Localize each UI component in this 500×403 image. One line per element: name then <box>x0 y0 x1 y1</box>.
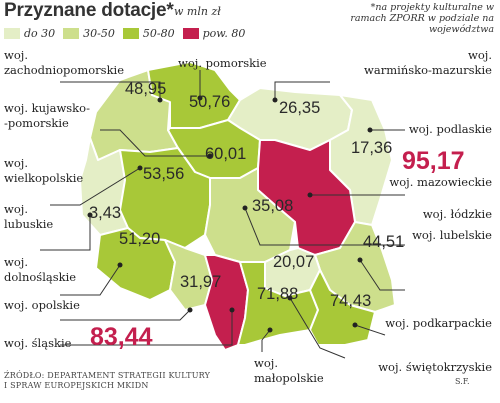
legend-swatch <box>122 28 139 39</box>
legend-swatch <box>63 28 80 39</box>
capital-dot-opolskie <box>187 307 193 313</box>
label-line: woj. <box>4 202 28 216</box>
legend-item-pow-80: pow. 80 <box>182 27 246 40</box>
unit-label: w mln zł <box>174 5 221 18</box>
label-swietokrzyskie: woj. świętokrzyskie <box>378 360 492 374</box>
value-zachodniopomorskie: 48,95 <box>125 80 167 98</box>
label-line: woj. <box>4 48 28 62</box>
label-line: woj. <box>4 156 28 170</box>
value-opolskie: 31,97 <box>180 273 222 291</box>
capital-dot-wielkopolskie <box>137 165 143 171</box>
capital-dot-malopolskie <box>267 327 273 333</box>
value-podkarpackie: 74,43 <box>330 292 372 310</box>
source-line: ŹRÓDŁO: DEPARTAMENT STRATEGII KULTURY <box>4 371 211 380</box>
legend-swatch <box>4 28 20 39</box>
label-podkarpackie: woj. podkarpackie <box>385 316 492 330</box>
label-wielkopolskie: woj. wielkopolskie <box>4 156 83 186</box>
label-mazowieckie: woj. mazowieckie <box>389 175 492 189</box>
capital-dot-pomorskie <box>197 95 203 101</box>
label-podlaskie: woj. podlaskie <box>408 122 492 136</box>
label-zachodniopomorskie: woj. zachodniopomorskie <box>4 48 124 78</box>
leader-dolnoslaskie <box>60 264 121 296</box>
author-initials: S.F. <box>455 377 470 386</box>
leader-zachodniopomorskie <box>60 81 161 100</box>
value-malopolskie: 71,88 <box>257 285 299 303</box>
label-line: małopolskie <box>254 371 324 385</box>
legend-swatch <box>182 28 199 39</box>
map-title: Przyznane dotacje* <box>4 0 174 21</box>
region-wielkopolskie <box>119 147 211 249</box>
value-lodzkie: 35,08 <box>252 197 294 215</box>
label-line: woj. kujawsko- <box>4 101 90 115</box>
label-line: woj. <box>254 356 278 370</box>
label-kujawsko-pomorskie: woj. kujawsko- -pomorskie <box>4 101 90 131</box>
label-line: woj. <box>4 255 28 269</box>
legend: do 30 30-50 50-80 pow. 80 <box>4 27 253 40</box>
label-line: zachodniopomorskie <box>4 63 125 77</box>
capital-dot-lubelskie <box>357 257 363 263</box>
value-swietokrzyskie: 20,07 <box>273 253 315 271</box>
label-opolskie: woj. opolskie <box>4 298 80 312</box>
value-mazowieckie: 95,17 <box>402 147 465 175</box>
leader-opolskie <box>60 309 191 321</box>
label-slaskie: woj. śląskie <box>4 336 72 350</box>
legend-item-50-80: 50-80 <box>122 27 175 40</box>
leader-podkarpackie <box>354 324 386 336</box>
value-kujawsko-pomorskie: 60,01 <box>205 145 247 163</box>
value-lubelskie: 44,51 <box>363 233 405 251</box>
label-lubuskie: woj. lubuskie <box>4 202 53 232</box>
legend-item-30-50: 30-50 <box>63 27 115 40</box>
region-malopolskie <box>237 261 319 346</box>
leader-malopolskie <box>261 329 271 352</box>
capital-dot-mazowieckie <box>307 192 313 198</box>
capital-dot-warminsko-mazurskie <box>272 97 278 103</box>
leader-slaskie <box>60 310 233 346</box>
capital-dot-podlaskie <box>367 127 373 133</box>
capital-dot-swietokrzyskie <box>287 295 293 301</box>
legend-label: do 30 <box>24 27 56 40</box>
value-podlaskie: 17,36 <box>351 139 393 157</box>
label-dolnoslaskie: woj. dolnośląskie <box>4 255 76 285</box>
capital-dot-lodzkie <box>242 205 248 211</box>
capital-dot-kujawsko-pomorskie <box>207 153 213 159</box>
footnote: *na projekty kulturalne w ramach ZPORR w… <box>350 2 494 35</box>
legend-label: 30-50 <box>83 27 115 40</box>
value-wielkopolskie: 53,56 <box>143 165 185 183</box>
label-malopolskie: woj. małopolskie <box>254 356 324 386</box>
label-line: dolnośląskie <box>4 270 77 284</box>
label-pomorskie: woj. pomorskie <box>178 56 267 70</box>
value-pomorskie: 50,76 <box>189 93 231 111</box>
leader-wielkopolskie <box>50 167 141 206</box>
leader-swietokrzyskie <box>289 297 346 359</box>
value-lubuskie: 3,43 <box>89 204 122 222</box>
capital-dot-podkarpackie <box>352 322 358 328</box>
label-line: wielkopolskie <box>4 171 84 185</box>
label-line: lubuskie <box>4 217 54 231</box>
label-line: -pomorskie <box>4 116 69 130</box>
source-note: ŹRÓDŁO: DEPARTAMENT STRATEGII KULTURY I … <box>4 371 210 391</box>
leader-lubelskie <box>359 259 405 291</box>
label-lubelskie: woj. lubelskie <box>412 228 492 242</box>
capital-dot-dolnoslaskie <box>117 262 123 268</box>
capital-dot-slaskie <box>229 307 235 313</box>
label-line: woj. <box>468 48 492 62</box>
label-lodzkie: woj. łódzkie <box>422 207 492 221</box>
value-dolnoslaskie: 51,20 <box>119 230 161 248</box>
leader-warminsko-mazurskie <box>274 81 330 100</box>
source-line: I SPRAW EUROPEJSKICH MKIDN <box>4 381 149 390</box>
leader-kujawsko-pomorskie <box>100 129 210 157</box>
capital-dot-zachodniopomorskie <box>157 97 163 103</box>
leader-lubuskie <box>40 215 91 251</box>
legend-item-do-30: do 30 <box>4 27 55 40</box>
value-slaskie: 83,44 <box>90 323 153 351</box>
legend-label: 50-80 <box>142 27 175 40</box>
value-warminsko-mazurskie: 26,35 <box>279 99 321 117</box>
leader-lodzkie <box>244 207 405 246</box>
label-warminsko-mazurskie: woj. warmińsko-mazurskie <box>364 48 492 78</box>
capital-dot-lubuskie <box>87 212 93 218</box>
legend-label: pow. 80 <box>202 27 246 40</box>
label-line: warmińsko-mazurskie <box>364 63 492 77</box>
